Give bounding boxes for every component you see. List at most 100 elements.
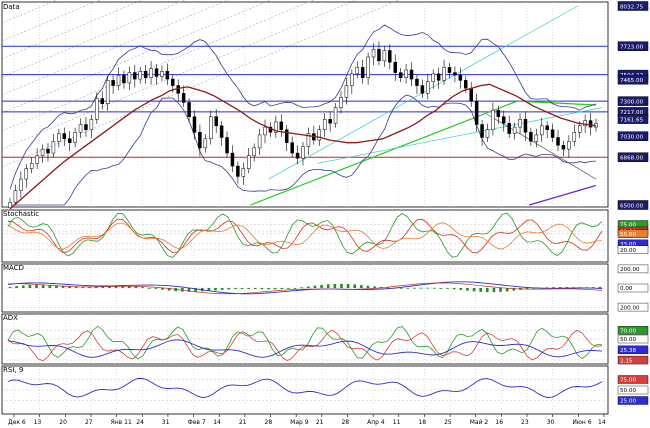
axis-tick-label: 25.00 <box>620 399 636 405</box>
candle-body <box>35 155 39 164</box>
macd-histogram-bar <box>300 287 303 289</box>
x-tick-label: 21 <box>316 419 324 426</box>
macd-histogram-bar <box>187 288 191 292</box>
candle-body <box>502 116 506 124</box>
candle-body <box>13 190 18 203</box>
candle-body <box>116 74 121 86</box>
candle-body <box>518 119 522 128</box>
candle-body <box>89 119 94 130</box>
macd-histogram-bar <box>240 288 244 289</box>
candle-body <box>67 138 72 143</box>
candle-body <box>393 61 397 73</box>
x-tick-label: 21 <box>239 419 247 426</box>
candle-body <box>40 148 45 156</box>
green-channel-line <box>517 100 596 106</box>
candle-body <box>523 119 528 133</box>
x-tick-label: Май 2 <box>470 419 489 426</box>
candle-body <box>51 141 56 154</box>
axis-tick-label: 70.00 <box>620 328 636 334</box>
macd-histogram-bar <box>505 288 509 292</box>
macd-histogram-bar <box>147 287 151 289</box>
price-level-label: 7161.65 <box>620 117 644 123</box>
macd-histogram-bar <box>207 288 211 291</box>
macd-histogram-bar <box>74 286 78 288</box>
price-level-label-box <box>617 41 649 51</box>
macd-histogram-bar <box>426 287 429 289</box>
x-tick-label: Мар 9 <box>290 419 309 426</box>
axis-label-box <box>617 264 649 274</box>
x-tick-label: 31 <box>162 419 170 426</box>
macd-histogram-bar <box>141 287 144 288</box>
candle-body <box>214 116 218 127</box>
macd-histogram-bar <box>114 285 118 288</box>
macd-histogram-bar <box>340 283 343 288</box>
candle-body <box>420 85 425 94</box>
candle-body <box>62 133 67 140</box>
macd-histogram-bar <box>326 284 330 288</box>
adx-panel-title: ADX <box>3 314 18 322</box>
axis-label-box <box>617 302 649 312</box>
macd-histogram-bar <box>552 287 555 288</box>
price-level-label: 7300.00 <box>620 99 644 105</box>
candle-body <box>469 87 473 102</box>
macd-histogram-bar <box>21 285 25 288</box>
fan-line <box>1 0 314 132</box>
x-tick-label: 20 <box>59 419 67 426</box>
x-tick-label: Апр 4 <box>367 419 385 426</box>
candle-body <box>73 132 77 143</box>
candle-body <box>464 80 468 89</box>
candle-body <box>252 147 256 156</box>
macd-histogram-bar <box>320 284 323 288</box>
candle-body <box>219 125 224 138</box>
price-level-label: 6868.00 <box>620 156 644 162</box>
x-tick-label: Янв 11 <box>111 419 132 426</box>
candle-body <box>171 78 175 86</box>
candle-body <box>371 48 376 58</box>
candle-body <box>149 68 153 79</box>
fan-line <box>1 0 143 60</box>
macd-line <box>7 281 603 295</box>
macd-histogram-bar <box>565 287 569 288</box>
axis-tick-label: 25.38 <box>620 348 636 354</box>
candle-body <box>263 126 267 136</box>
candle-body <box>577 125 582 133</box>
candle-body <box>360 67 365 79</box>
candle-body <box>507 122 511 134</box>
macd-histogram-bar <box>499 288 502 292</box>
candle-body <box>404 69 408 79</box>
candle-body <box>485 129 490 138</box>
candle-body <box>377 48 381 62</box>
candle-body <box>95 98 99 120</box>
macd-histogram-bar <box>466 288 469 291</box>
fan-line <box>1 0 357 150</box>
candle-body <box>480 124 484 138</box>
macd-histogram-bar <box>128 286 131 288</box>
rsi-line <box>7 377 603 398</box>
rsi-panel-title: RSI, 9 <box>3 366 23 374</box>
macd-histogram-bar <box>247 288 250 289</box>
macd-histogram-bar <box>35 284 38 288</box>
macd-histogram-bar <box>260 288 264 290</box>
axis-label-box <box>617 229 649 238</box>
candle-body <box>236 165 240 177</box>
macd-histogram-bar <box>360 285 363 288</box>
candle-body <box>176 85 180 94</box>
candle-body <box>111 80 115 86</box>
axis-tick-label: 55.00 <box>620 232 636 238</box>
macd-histogram-bar <box>61 285 65 288</box>
candle-body <box>78 124 83 133</box>
candle-body <box>187 102 191 117</box>
moving-average-line <box>9 83 597 210</box>
price-level-label-box <box>617 152 649 162</box>
axis-label-box <box>617 345 649 355</box>
candle-body <box>333 107 338 124</box>
axis-tick-label: 200.00 <box>620 305 640 311</box>
candle-body <box>453 72 457 76</box>
candle-body <box>203 138 208 149</box>
macd-histogram-bar <box>194 288 197 292</box>
candle-body <box>290 142 294 154</box>
macd-histogram-bar <box>94 286 98 288</box>
price-level-label-box <box>617 96 649 106</box>
macd-histogram-bar <box>307 286 310 288</box>
candle-body <box>192 116 197 133</box>
